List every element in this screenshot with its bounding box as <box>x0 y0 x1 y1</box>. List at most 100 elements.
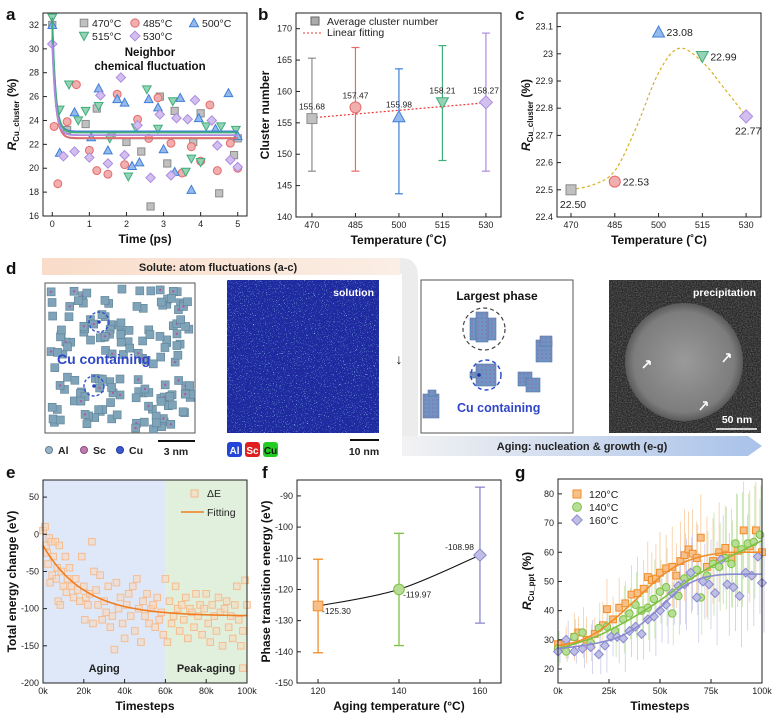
data-point <box>63 575 72 583</box>
sc-atom <box>68 305 71 308</box>
atom <box>545 337 547 339</box>
atom <box>428 407 430 409</box>
atom <box>471 331 473 333</box>
sc-atom <box>169 423 172 426</box>
atom <box>519 377 521 379</box>
atom <box>493 373 495 375</box>
panel-label-g: g <box>515 463 525 482</box>
data-label: 22.99 <box>710 52 736 64</box>
data-point-500 <box>186 184 197 194</box>
legend-al: Al <box>58 445 69 457</box>
data-point <box>52 575 61 583</box>
sc-atom <box>143 387 147 391</box>
x-tick-label: 5 <box>235 219 240 229</box>
data-point-530 <box>115 72 127 83</box>
atom-cluster <box>97 310 107 319</box>
fit-line-120 <box>557 551 763 647</box>
atom-cluster <box>107 383 116 392</box>
data-point-530 <box>165 170 177 181</box>
data-point-530 <box>182 113 194 125</box>
phase-cluster <box>427 389 437 397</box>
atom-cluster <box>172 341 182 350</box>
atom <box>428 399 430 401</box>
data-point-485 <box>166 138 176 148</box>
data-point-470 <box>170 106 179 116</box>
axes-frame <box>557 478 763 684</box>
atom <box>485 313 487 315</box>
data-point <box>143 590 151 598</box>
legend-marker-515 <box>78 31 90 42</box>
y-label-symbol: R <box>5 142 19 151</box>
atom <box>481 325 483 327</box>
atom-cluster <box>156 397 166 406</box>
x-tick-label: 515 <box>695 220 710 230</box>
cu-containing-label-2: Cu containing <box>457 401 540 415</box>
atom <box>481 365 483 367</box>
axes-frame <box>295 12 502 218</box>
plot-area: -125.30 -119.97 -108.98 <box>312 486 487 654</box>
atom-cluster <box>56 415 65 425</box>
atom-cluster <box>47 298 57 307</box>
scale-3nm: 3 nm <box>164 446 189 458</box>
atom-cluster <box>156 297 166 307</box>
atom-cluster <box>124 326 134 335</box>
atom-cluster <box>112 410 122 420</box>
largest-phase-label: Largest phase <box>456 289 538 303</box>
data-point-485 <box>153 93 163 103</box>
chart-e: Aging Peak-aging 0k 20k 40k 60k 80k 100k -200 -15… <box>5 479 257 713</box>
data-point <box>214 593 223 602</box>
atom <box>477 317 479 319</box>
data-point <box>96 571 104 579</box>
cu-atom <box>97 320 101 324</box>
data-point-530 <box>224 154 236 166</box>
data-point-140 <box>649 594 659 604</box>
atom <box>432 415 434 417</box>
data-point-140 <box>731 539 740 548</box>
legend-label: 515°C <box>92 31 122 43</box>
data-point-515 <box>73 116 84 126</box>
phase-cluster <box>469 371 477 379</box>
sc-atom <box>58 384 62 387</box>
atom-cluster <box>47 402 57 412</box>
atom <box>477 321 479 323</box>
panel-d-schematic: Solute: atom fluctuations (a-c) Aging: n… <box>42 258 762 458</box>
data-label: 158.21 <box>429 86 455 96</box>
y-tick-label: 23 <box>543 49 553 59</box>
sc-atom <box>136 378 140 381</box>
cu-containing-label: Cu containing <box>57 351 150 367</box>
legend-marker-530 <box>129 30 141 42</box>
atom <box>491 327 493 329</box>
data-point <box>228 634 237 643</box>
sc-atom <box>141 357 144 360</box>
atom <box>471 319 473 321</box>
y-tick-label: 22 <box>29 139 39 149</box>
linear-fit-line <box>311 102 486 119</box>
atom <box>477 365 479 367</box>
data-point <box>62 588 71 597</box>
data-point <box>124 590 133 598</box>
data-point <box>565 184 577 196</box>
region-label: Aging <box>89 663 120 675</box>
data-point <box>129 582 137 591</box>
y-axis-label: Total energy change (eV) <box>5 511 19 653</box>
atom <box>491 323 493 325</box>
data-point-530 <box>69 146 80 157</box>
data-point-470 <box>146 202 155 211</box>
data-point-530 <box>232 161 244 173</box>
eds-al-label: Al <box>230 446 240 457</box>
y-axis-label: Phase transition energy (eV) <box>259 500 273 662</box>
atom <box>485 329 487 331</box>
data-point-500 <box>93 82 104 93</box>
y-axis-label: Cluster number <box>258 70 272 159</box>
cu-atom-icon <box>116 446 124 454</box>
data-point <box>738 109 754 124</box>
y-label-symbol: R <box>519 142 533 151</box>
legend: 470°C 485°C 500°C 515°C 530°C <box>78 17 232 43</box>
x-tick-label: 470 <box>304 220 319 230</box>
atom <box>424 395 426 397</box>
data-point-160 <box>577 643 588 654</box>
data-point-140 <box>661 583 671 592</box>
data-point-515 <box>63 80 75 91</box>
atom <box>424 411 426 413</box>
x-tick-label: 75k <box>704 686 719 696</box>
